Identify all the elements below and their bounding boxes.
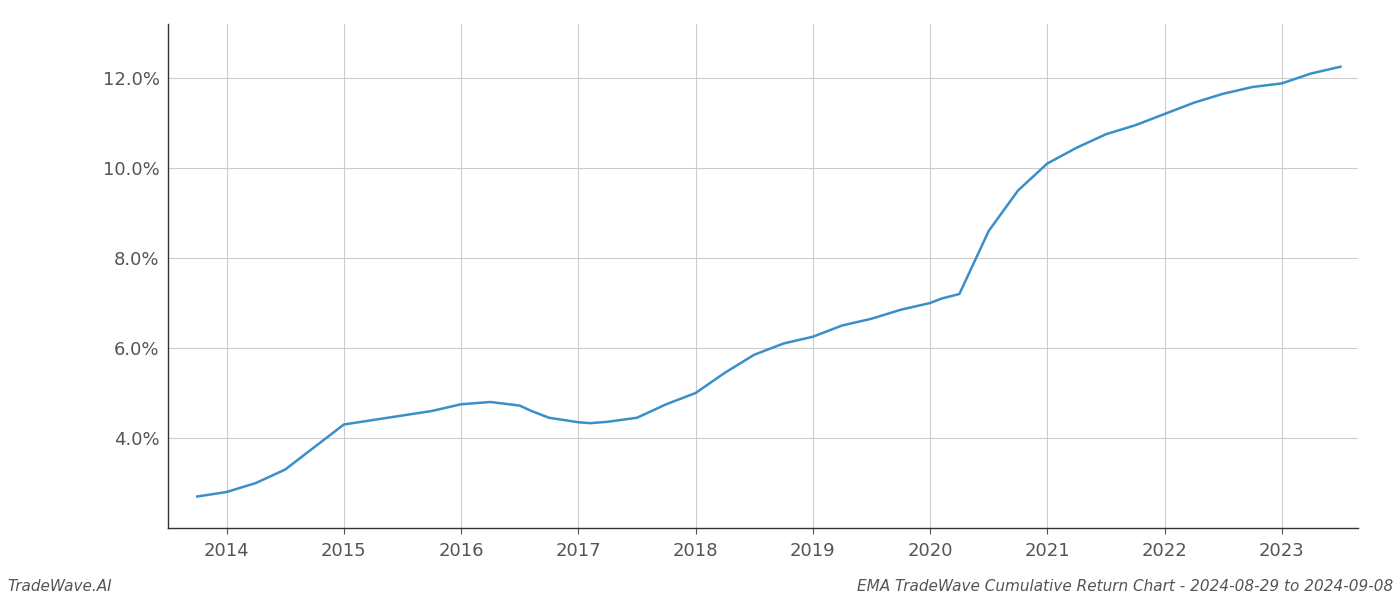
- Text: TradeWave.AI: TradeWave.AI: [7, 579, 112, 594]
- Text: EMA TradeWave Cumulative Return Chart - 2024-08-29 to 2024-09-08: EMA TradeWave Cumulative Return Chart - …: [857, 579, 1393, 594]
